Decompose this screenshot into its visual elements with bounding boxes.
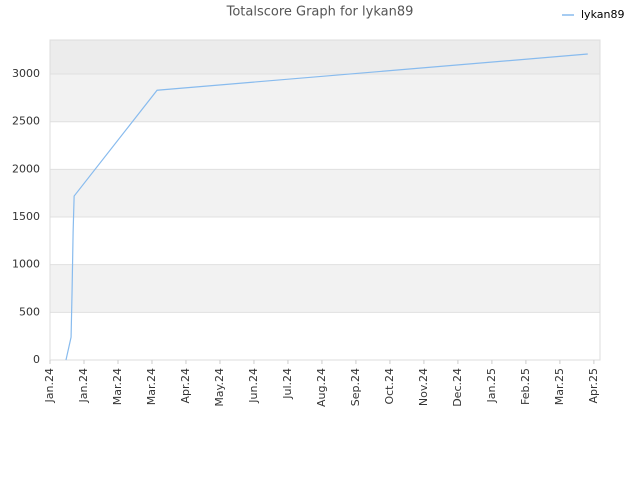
x-tick-label: Mar.24 <box>145 368 158 405</box>
x-tick-label: Mar.24 <box>111 368 124 405</box>
x-tick-label: May.24 <box>213 368 226 407</box>
grid-band <box>50 312 600 360</box>
x-tick-label: Sep.24 <box>349 368 362 406</box>
series-line <box>65 53 588 361</box>
x-tick-label: Jun.24 <box>247 368 260 404</box>
x-tick-label: Apr.24 <box>179 368 192 404</box>
y-tick-label: 1000 <box>12 258 40 271</box>
x-tick-label: Jul.24 <box>281 368 294 400</box>
legend-label: lykan89 <box>581 8 624 21</box>
x-tick-label: Oct.24 <box>383 368 396 405</box>
grid-band <box>50 74 600 122</box>
chart-title: Totalscore Graph for lykan89 <box>226 5 414 20</box>
plot-border <box>49 39 601 361</box>
y-tick-label: 1500 <box>12 210 40 223</box>
y-tick-label: 2500 <box>12 115 40 128</box>
x-tick-label: Nov.24 <box>417 368 430 406</box>
grid-band <box>50 217 600 265</box>
y-tick-label: 3000 <box>12 67 40 80</box>
y-tick-label: 0 <box>33 353 40 366</box>
x-tick-label: Jan.25 <box>485 368 498 403</box>
x-tick-label: Aug.24 <box>315 368 328 407</box>
grid-band <box>50 264 600 313</box>
grid-band <box>50 169 600 218</box>
x-tick-label: Mar.25 <box>553 368 566 405</box>
grid-band <box>50 40 600 75</box>
x-tick-label: Jan.24 <box>43 368 56 403</box>
x-tick-label: Apr.25 <box>587 368 600 404</box>
y-tick-label: 500 <box>19 305 40 318</box>
y-tick-label: 2000 <box>12 162 40 175</box>
x-tick-label: Dec.24 <box>451 368 464 407</box>
x-tick-label: Jan.24 <box>77 368 90 403</box>
x-tick-label: Feb.25 <box>519 368 532 405</box>
grid-band <box>50 121 600 170</box>
